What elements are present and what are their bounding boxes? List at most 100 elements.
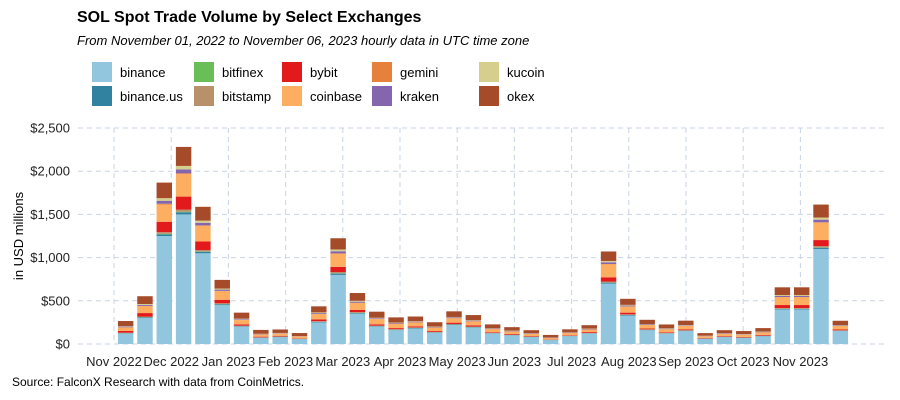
bar-binance [542, 340, 559, 344]
legend-swatch [194, 62, 214, 82]
bar-coinbase [678, 325, 694, 330]
bar-okex [388, 317, 404, 323]
legend-label: kucoin [507, 64, 545, 80]
bar-bybit [233, 324, 250, 326]
legend-item-binance-us: binance.us [92, 86, 183, 106]
bar-kraken [774, 295, 791, 297]
bar-kraken [349, 301, 366, 303]
bar-coinbase [137, 306, 153, 314]
bar-kraken [156, 200, 173, 204]
bar-bybit [620, 312, 636, 315]
bar-bybit [195, 241, 211, 251]
bar-gemini [175, 173, 192, 175]
legend-label: bybit [310, 64, 338, 80]
bar-okex [233, 312, 250, 319]
bar-binance [639, 330, 655, 344]
bar-kucoin [233, 318, 250, 320]
bar-kucoin [774, 295, 791, 296]
bar-binance [195, 253, 211, 344]
bar-kraken [407, 321, 424, 323]
bar-okex [523, 330, 540, 334]
bar-kucoin [600, 260, 617, 263]
bar-okex [465, 315, 482, 321]
legend-label: binance [120, 64, 166, 80]
bar-binance-us [620, 314, 636, 316]
source-note: Source: FalconX Research with data from … [12, 375, 305, 389]
bar-bitstamp [620, 314, 636, 315]
bar-coinbase [214, 291, 230, 300]
bar-coinbase [195, 225, 211, 242]
bar-bybit [369, 324, 385, 326]
bar-bitstamp [465, 326, 482, 328]
bar-binance [291, 339, 308, 344]
bar-bybit [793, 305, 810, 309]
y-axis-title: in USD millions [11, 191, 26, 280]
bar-bybit [755, 334, 771, 336]
x-tick-label: Aug 2023 [601, 354, 657, 369]
bar-coinbase [407, 322, 424, 327]
bar-kraken [330, 251, 346, 254]
bar-binance [175, 214, 192, 344]
bar-coinbase [813, 222, 829, 241]
bar-coinbase [639, 325, 655, 329]
bar-kraken [600, 262, 617, 264]
bar-bybit [330, 266, 346, 273]
bar-coinbase [175, 174, 192, 197]
legend-label: bitfinex [222, 64, 264, 80]
bar-coinbase [832, 326, 849, 330]
legend-label: coinbase [310, 88, 363, 104]
bar-bybit [156, 221, 173, 233]
bar-coinbase [446, 318, 462, 323]
bar-bybit [407, 326, 424, 328]
bar-kucoin [349, 300, 366, 302]
bar-bitstamp [813, 246, 829, 248]
x-tick-label: Jul 2023 [547, 354, 596, 369]
bar-okex [542, 334, 559, 338]
bar-kucoin [214, 288, 230, 290]
bar-binance [793, 309, 810, 344]
bar-coinbase [755, 332, 771, 335]
bar-kraken [233, 319, 250, 320]
bar-kucoin [137, 304, 153, 305]
bar-bybit [504, 333, 520, 335]
legend-label: binance.us [120, 88, 183, 104]
bar-kucoin [156, 198, 173, 201]
x-tick-label: Feb 2023 [258, 354, 313, 369]
bar-coinbase [600, 264, 617, 278]
bar-okex [446, 311, 462, 317]
bar-bybit [774, 305, 791, 309]
bar-bybit [813, 240, 829, 247]
bar-binance [755, 336, 771, 344]
bar-kraken [426, 326, 443, 328]
bar-binance [369, 326, 385, 344]
bar-coinbase [793, 297, 810, 306]
bar-okex [813, 204, 829, 218]
bar-bitstamp [369, 325, 385, 327]
bar-binance-us [233, 326, 250, 327]
bar-bybit [465, 325, 482, 327]
bar-binance [504, 335, 520, 344]
bar-okex [214, 279, 230, 289]
bar-kraken [832, 325, 849, 326]
bar-okex [793, 287, 810, 296]
bar-binance [697, 338, 713, 344]
bar-binance [600, 283, 617, 344]
bar-okex [504, 327, 520, 331]
bar-kucoin [793, 295, 810, 296]
bar-binance-us [369, 326, 385, 327]
bar-bybit [581, 332, 597, 333]
bar-okex [736, 331, 752, 335]
bar-bybit [562, 335, 578, 336]
bar-binance [117, 333, 134, 344]
bar-kraken [639, 324, 655, 325]
bar-coinbase [465, 321, 482, 326]
bar-binance [407, 328, 424, 344]
bar-bitfinex [175, 211, 192, 213]
bar-kraken [446, 317, 462, 319]
bar-coinbase [349, 302, 366, 310]
bar-coinbase [233, 320, 250, 325]
bar-bybit [253, 336, 269, 338]
bar-binance-us [600, 282, 617, 284]
bar-okex [639, 319, 655, 325]
bar-okex [716, 330, 733, 334]
